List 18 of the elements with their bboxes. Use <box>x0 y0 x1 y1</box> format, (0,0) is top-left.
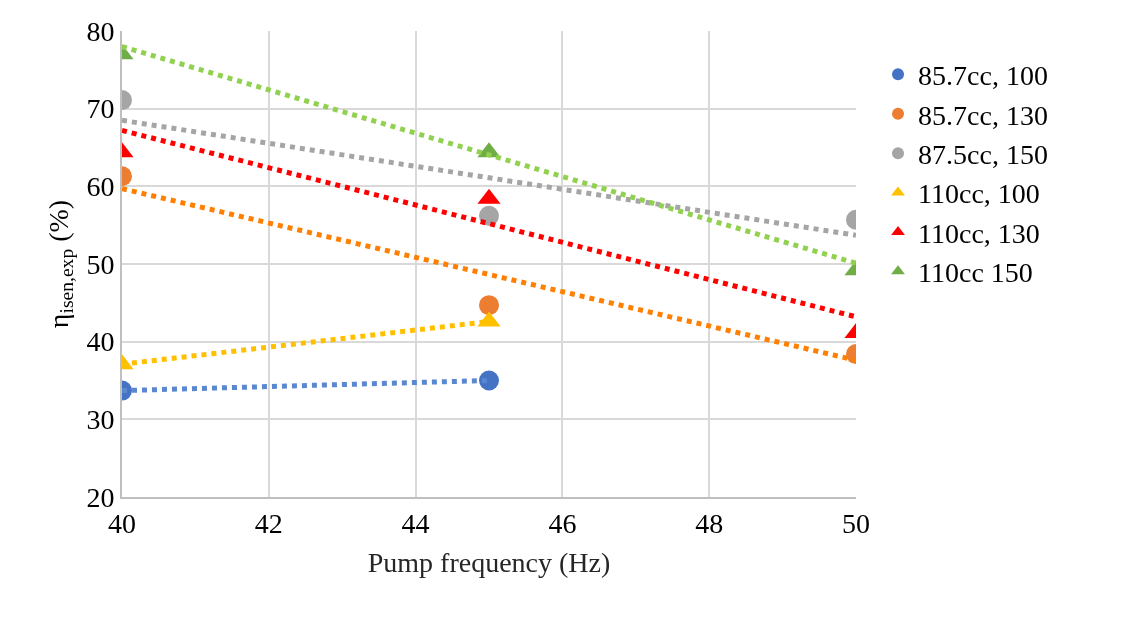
y-tick-label: 40 <box>86 326 115 358</box>
y-tick-label: 30 <box>86 404 115 436</box>
x-tick-label: 48 <box>695 507 724 539</box>
legend-label: 110cc, 130 <box>918 217 1040 249</box>
y-tick-label: 50 <box>86 248 115 280</box>
x-axis-title: Pump frequency (Hz) <box>367 547 611 579</box>
legend-label: 85.7cc, 130 <box>918 99 1048 131</box>
x-tick-label: 44 <box>401 507 430 539</box>
legend-label: 87.5cc, 150 <box>918 139 1048 171</box>
legend-label: 85.7cc, 100 <box>918 60 1048 92</box>
y-tick-label: 60 <box>86 171 115 203</box>
x-tick-label: 42 <box>254 507 283 539</box>
y-tick-label: 80 <box>86 15 115 47</box>
legend-label: 110cc 150 <box>918 257 1033 289</box>
y-tick-label: 70 <box>86 93 115 125</box>
legend-label: 110cc, 100 <box>918 178 1040 210</box>
x-tick-label: 50 <box>842 507 870 539</box>
x-tick-label: 46 <box>548 507 577 539</box>
